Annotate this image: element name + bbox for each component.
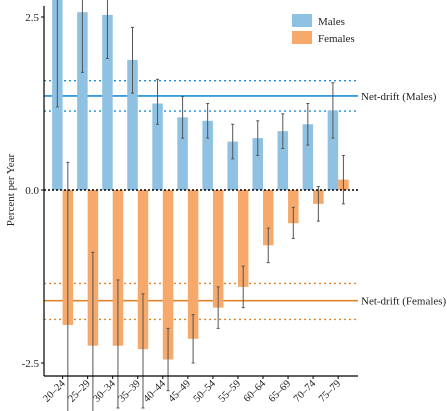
y-tick-label-2: 0.0 bbox=[25, 185, 39, 197]
x-tick-label-8: 55–59 bbox=[217, 378, 243, 404]
bar-females-5 bbox=[162, 190, 174, 360]
bar-females-7 bbox=[212, 190, 224, 308]
x-tick-label-5: 40–44 bbox=[142, 378, 169, 405]
x-tick-label-10: 65–69 bbox=[267, 378, 293, 404]
bar-males-9 bbox=[252, 138, 263, 190]
legend-swatch-males bbox=[292, 14, 312, 27]
bar-females-9 bbox=[263, 190, 274, 246]
legend-swatch-females bbox=[292, 31, 312, 44]
x-tick-label-3: 30–34 bbox=[91, 378, 118, 405]
x-tick-label-2: 25–29 bbox=[66, 378, 92, 404]
bar-males-12 bbox=[327, 110, 339, 190]
bar-males-4 bbox=[127, 59, 138, 191]
bar-females-4 bbox=[137, 190, 149, 350]
legend-label-females: Females bbox=[318, 33, 355, 45]
bar-females-8 bbox=[237, 190, 249, 287]
bar-females-10 bbox=[288, 190, 299, 224]
y-axis-title: Percent per Year bbox=[5, 153, 17, 226]
bar-males-8 bbox=[227, 141, 238, 190]
bar-males-2 bbox=[77, 12, 88, 190]
x-tick-label-9: 60–64 bbox=[242, 378, 269, 405]
legend-label-males: Males bbox=[318, 16, 345, 28]
x-tick-label-1: 20–24 bbox=[41, 378, 68, 405]
bar-males-10 bbox=[277, 131, 289, 190]
x-tick-label-4: 35–39 bbox=[117, 378, 143, 404]
bar-males-6 bbox=[177, 117, 188, 190]
x-tick-label-6: 45–49 bbox=[167, 378, 193, 404]
net-drift-males-label: Net-drift (Males) bbox=[361, 91, 437, 103]
bar-males-11 bbox=[302, 124, 314, 190]
x-tick-label-7: 50–54 bbox=[192, 378, 219, 405]
net-drift-females-label: Net-drift (Females) bbox=[361, 296, 447, 308]
y-tick-label-3: 2.5 bbox=[25, 12, 39, 24]
bar-males-5 bbox=[152, 103, 163, 190]
bar-males-7 bbox=[202, 120, 213, 190]
bar-females-3 bbox=[112, 190, 124, 346]
y-tick-label-1: -2.5 bbox=[22, 358, 40, 370]
x-tick-label-12: 75–79 bbox=[317, 378, 343, 404]
bar-females-6 bbox=[187, 190, 199, 339]
x-tick-label-11: 70–74 bbox=[292, 378, 319, 405]
bar-males-3 bbox=[102, 14, 113, 191]
